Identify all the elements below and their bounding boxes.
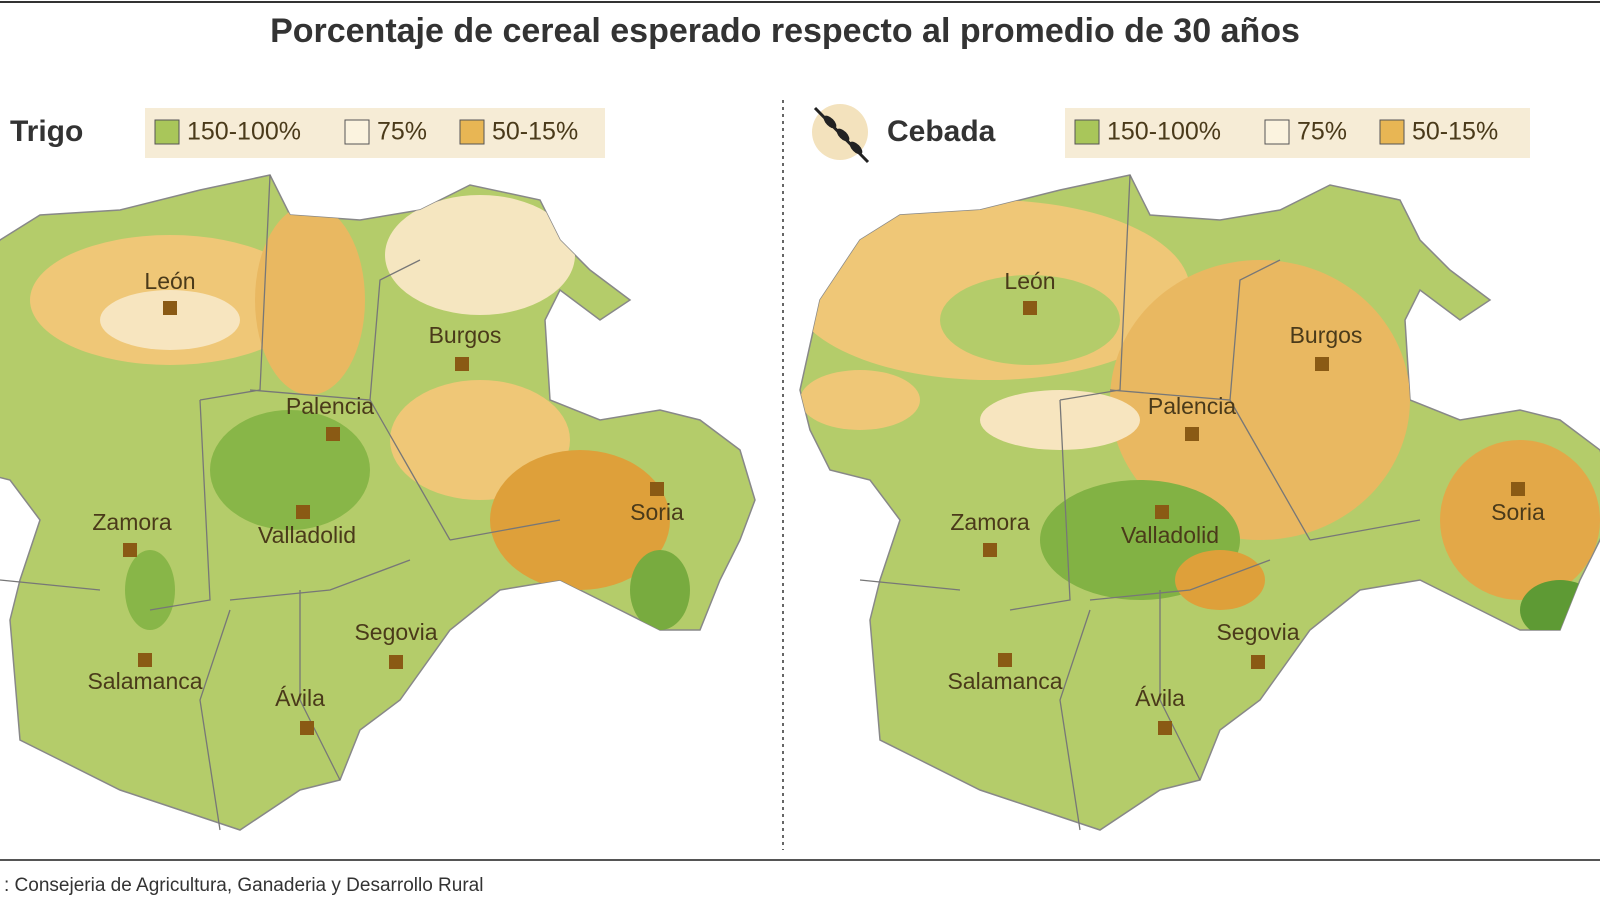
labels: Trigo 150-100% 75% 50-15% León Burgos Palencia… (10, 108, 1545, 735)
city-marker (1023, 301, 1037, 315)
legend-label: 150-100% (187, 118, 301, 146)
city-marker (123, 543, 137, 557)
legend-label: 150-100% (1107, 118, 1221, 146)
legend-swatch (459, 119, 485, 145)
city-marker (326, 427, 340, 441)
city-marker (1185, 427, 1199, 441)
legend-swatch (1074, 119, 1100, 145)
city-label: Palencia (286, 393, 374, 419)
city-label: Palencia (1148, 393, 1236, 419)
city-label: Zamora (950, 509, 1029, 535)
legend-label: 75% (377, 118, 427, 146)
legend-label: 50-15% (1412, 118, 1498, 146)
city-marker (300, 721, 314, 735)
legend-swatch (1264, 119, 1290, 145)
barley-icon (812, 104, 870, 164)
panel-title: Cebada (887, 115, 996, 148)
city-marker (1251, 655, 1265, 669)
legend-box (1065, 108, 1530, 158)
legend-swatch (1379, 119, 1405, 145)
panel-title: Trigo (10, 115, 83, 148)
source: : Consejeria de Agricultura, Ganaderia y… (4, 875, 483, 896)
city-marker (296, 505, 310, 519)
city-label: Burgos (429, 322, 502, 348)
city-label: Segovia (354, 619, 437, 645)
city-label: Salamanca (87, 668, 202, 694)
city-marker (138, 653, 152, 667)
city-label: Salamanca (947, 668, 1062, 694)
city-marker (1315, 357, 1329, 371)
city-label: Soria (630, 499, 684, 525)
title: Porcentaje de cereal esperado respecto a… (270, 12, 1300, 50)
city-label: Valladolid (1121, 522, 1219, 548)
city-label: Ávila (1135, 685, 1185, 711)
city-label: Zamora (92, 509, 171, 535)
city-marker (650, 482, 664, 496)
city-label: Burgos (1290, 322, 1363, 348)
city-label: León (144, 268, 195, 294)
legend-label: 50-15% (492, 118, 578, 146)
legend-label: 75% (1297, 118, 1347, 146)
city-marker (1158, 721, 1172, 735)
map-cebada (799, 174, 1600, 831)
city-marker (1511, 482, 1525, 496)
legend-swatch (154, 119, 180, 145)
city-marker (983, 543, 997, 557)
city-label: Valladolid (258, 522, 356, 548)
legend-swatch (344, 119, 370, 145)
legend-box (145, 108, 605, 158)
city-label: Segovia (1216, 619, 1299, 645)
map-trigo (0, 174, 756, 831)
city-marker (389, 655, 403, 669)
city-marker (1155, 505, 1169, 519)
city-marker (455, 357, 469, 371)
city-label: León (1004, 268, 1055, 294)
city-label: Soria (1491, 499, 1545, 525)
city-label: Ávila (275, 685, 325, 711)
city-marker (163, 301, 177, 315)
city-marker (998, 653, 1012, 667)
